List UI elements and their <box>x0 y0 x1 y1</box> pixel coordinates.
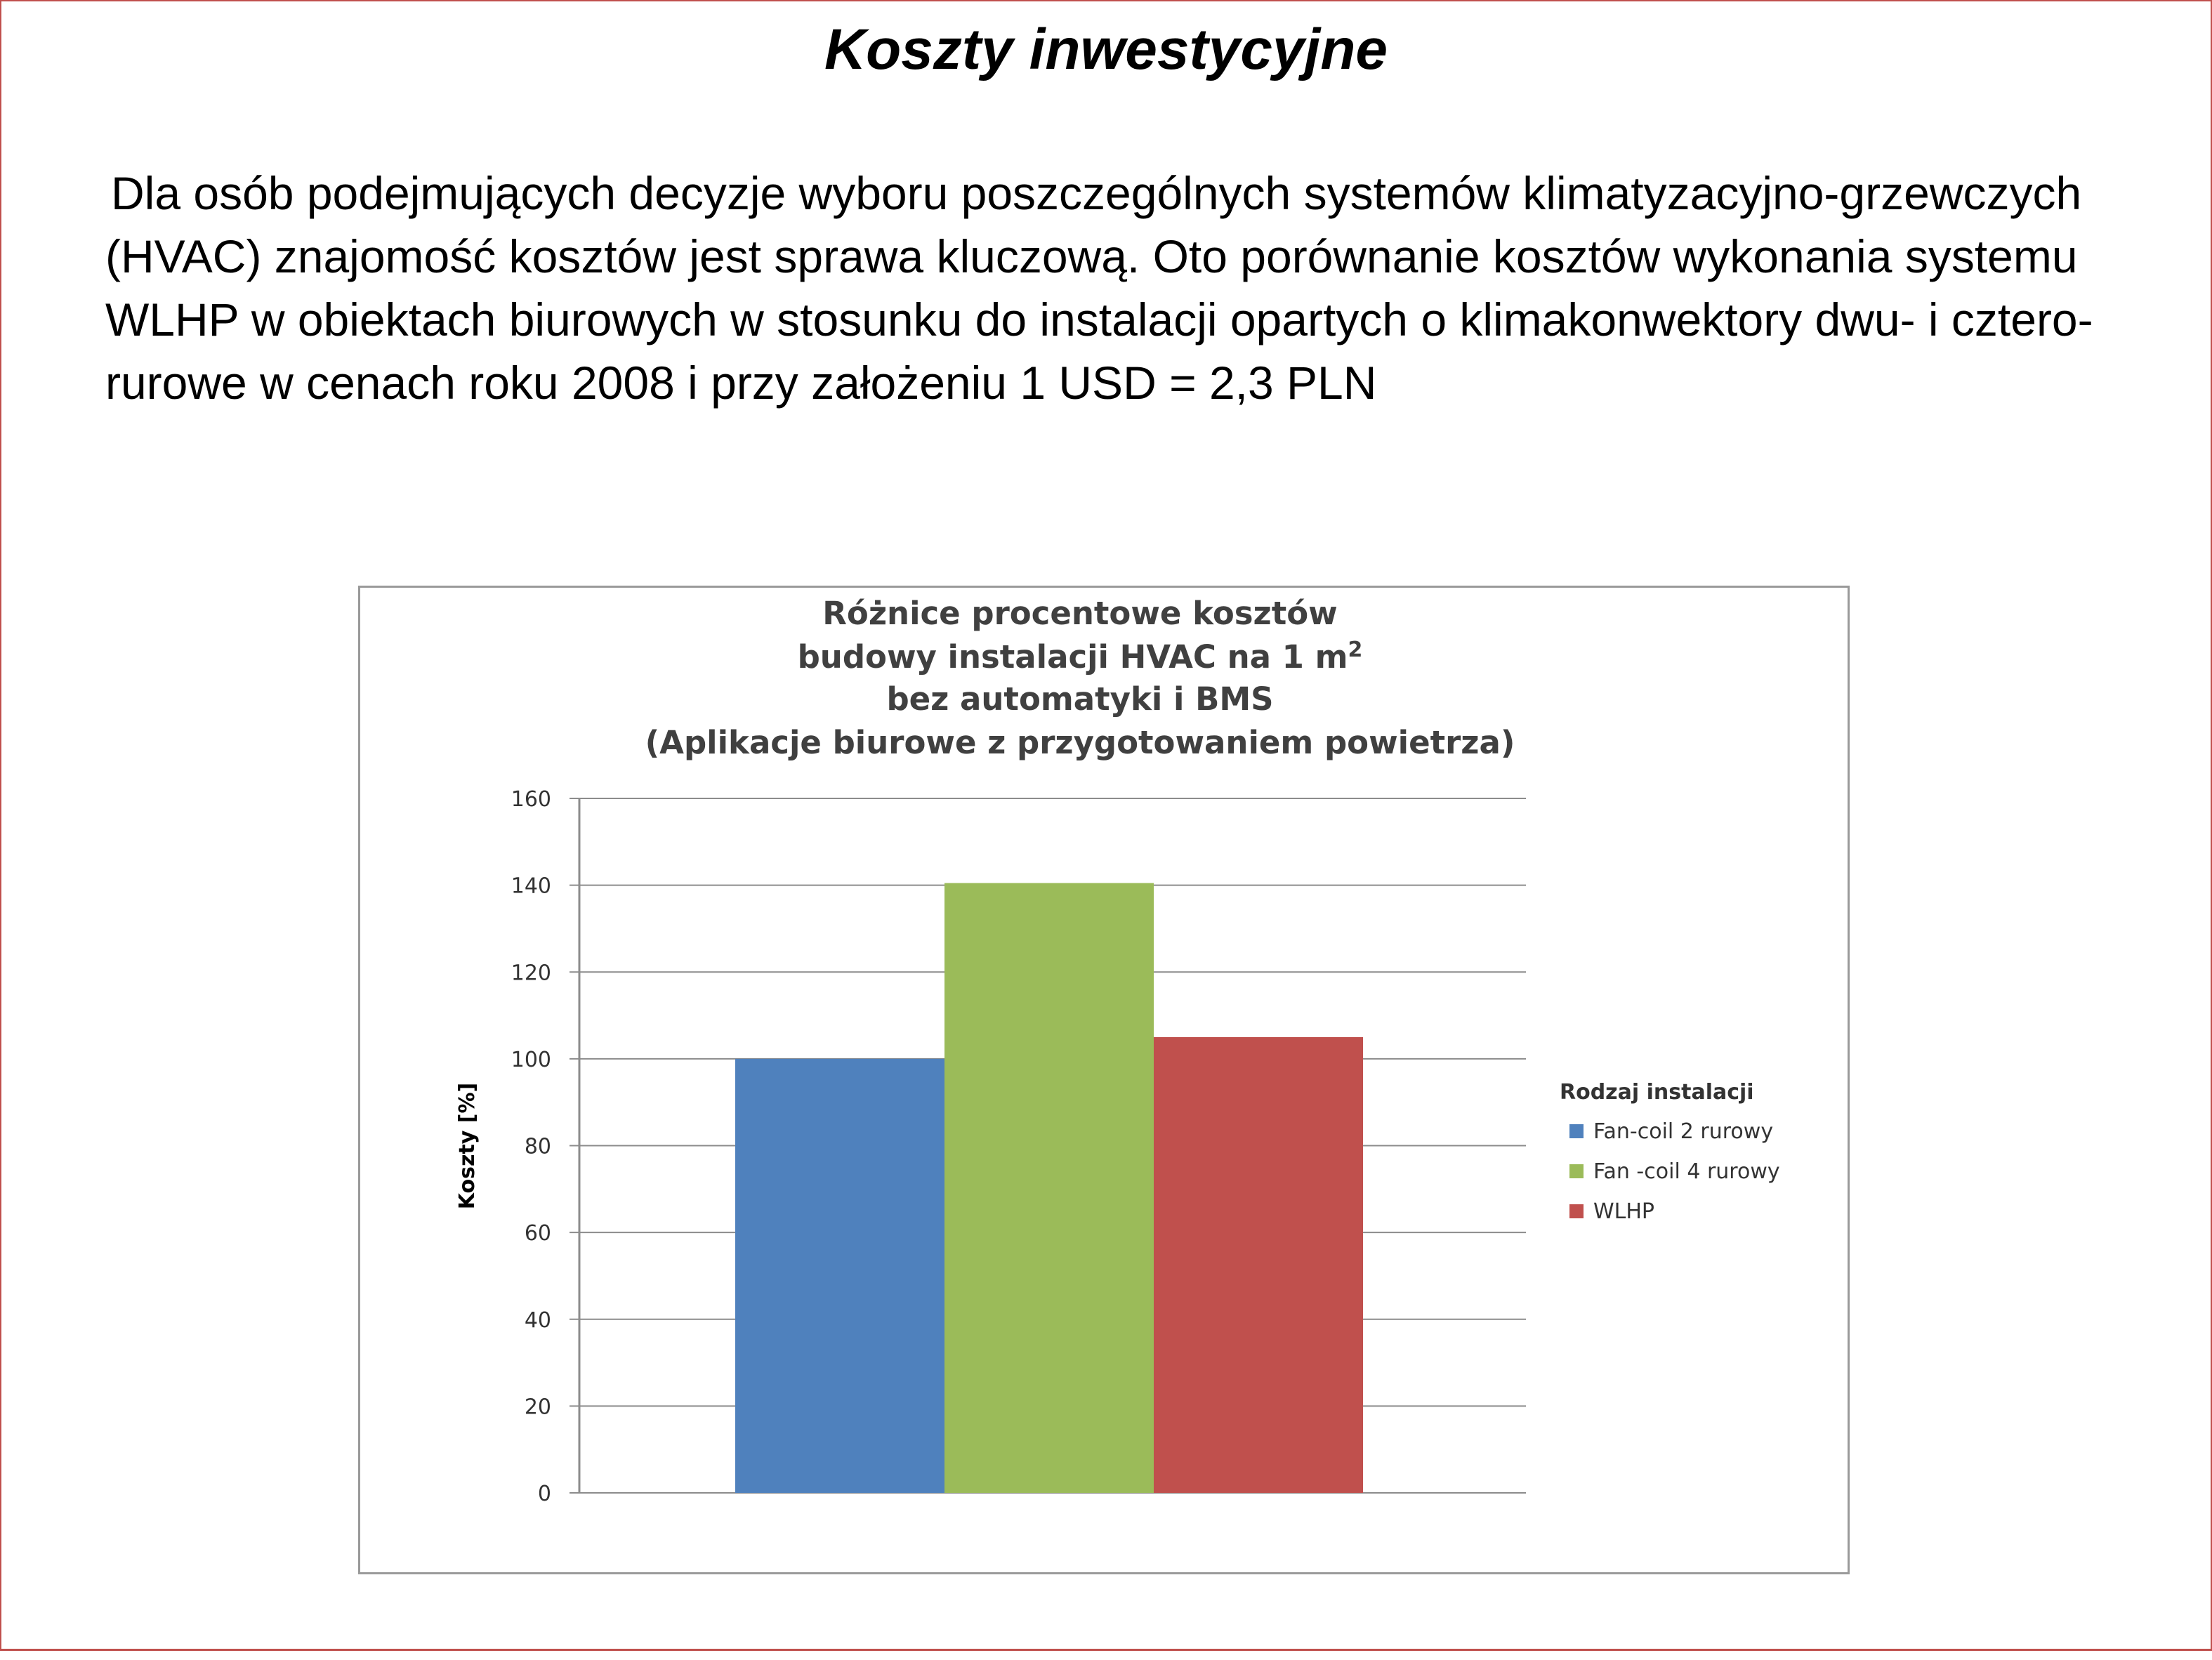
y-tick-label: 160 <box>511 787 551 812</box>
legend-swatch <box>1569 1204 1584 1218</box>
y-tick-label: 20 <box>525 1395 551 1419</box>
legend-entry-label: WLHP <box>1593 1199 1654 1224</box>
legend-swatch <box>1569 1124 1584 1138</box>
legend-entry-label: Fan-coil 2 rurowy <box>1593 1119 1773 1144</box>
chart-title-line-2: budowy instalacji HVAC na 1 m2 <box>798 638 1363 676</box>
y-axis-ticks: 0 20 40 60 80 100 120 140 160 <box>511 787 579 1506</box>
y-axis-label: Koszty [%] <box>455 1083 480 1209</box>
bar-chart: Różnice procentowe kosztów budowy instal… <box>455 595 1780 1506</box>
y-tick-label: 140 <box>511 874 551 899</box>
chart-title-line-4: (Aplikacje biurowe z przygotowaniem powi… <box>645 724 1515 761</box>
chart-title-line-3: bez automatyki i BMS <box>886 680 1273 718</box>
y-tick-label: 60 <box>525 1221 551 1246</box>
y-tick-label: 100 <box>511 1048 551 1072</box>
slide-title: Koszty inwestycyjne <box>824 18 1388 81</box>
chart-title-superscript: 2 <box>1348 638 1363 662</box>
legend-title: Rodzaj instalacji <box>1560 1080 1754 1105</box>
y-tick-label: 120 <box>511 961 551 985</box>
chart-title-line-2-text: budowy instalacji HVAC na 1 m <box>798 638 1348 676</box>
bar-fan-coil-4-rurowy <box>944 883 1154 1493</box>
chart-legend: Fan-coil 2 rurowy Fan -coil 4 rurowy WLHP <box>1569 1119 1780 1224</box>
y-tick-label: 80 <box>525 1135 551 1159</box>
chart-container: Różnice procentowe kosztów budowy instal… <box>358 586 1850 1574</box>
bar-fan-coil-2-rurowy <box>735 1058 944 1493</box>
bar-wlhp <box>1154 1036 1363 1493</box>
y-tick-label: 40 <box>525 1308 551 1333</box>
slide-body-text: Dla osób podejmujących decyzje wyboru po… <box>105 167 2093 409</box>
legend-entry-label: Fan -coil 4 rurowy <box>1593 1159 1780 1184</box>
chart-bars <box>735 883 1363 1493</box>
y-tick-label: 0 <box>538 1482 551 1506</box>
chart-title-line-1: Różnice procentowe kosztów <box>822 595 1337 632</box>
legend-swatch <box>1569 1164 1584 1178</box>
